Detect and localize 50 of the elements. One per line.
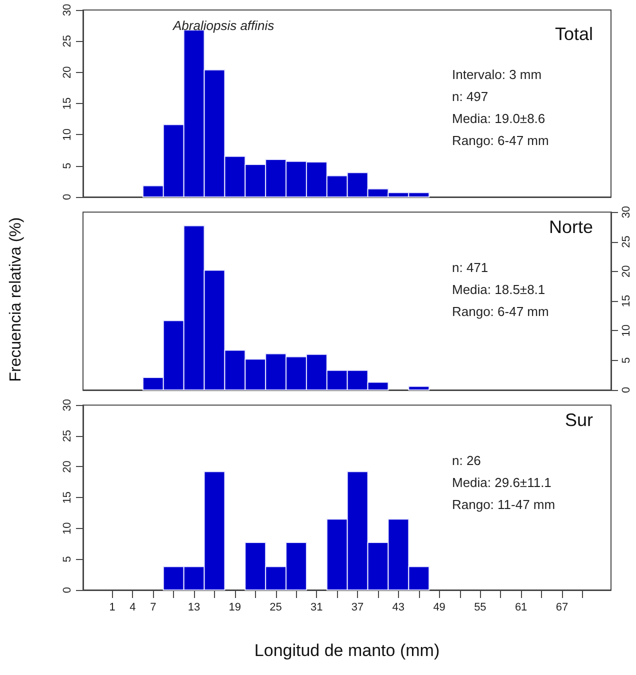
annotation: n: 497 bbox=[452, 89, 488, 104]
annotation: Rango: 6-47 mm bbox=[452, 304, 549, 319]
y-tick-label: 10 bbox=[62, 522, 74, 534]
x-tick-label: 55 bbox=[474, 602, 486, 614]
x-tick-label: 13 bbox=[188, 602, 200, 614]
y-tick-label: 5 bbox=[62, 556, 74, 562]
y2-tick-label: 10 bbox=[620, 324, 632, 337]
annotation: Rango: 11-47 mm bbox=[452, 497, 556, 512]
x-tick-label: 43 bbox=[392, 602, 405, 614]
y-axis-title: Frecuencia relativa (%) bbox=[8, 217, 24, 382]
annotation: n: 471 bbox=[452, 260, 488, 275]
y-tick-label: 20 bbox=[62, 66, 74, 78]
x-tick-label: 19 bbox=[228, 602, 242, 614]
x-tick-label: 37 bbox=[351, 602, 364, 614]
y-tick-label: 25 bbox=[62, 430, 74, 442]
y-tick-label: 0 bbox=[62, 586, 74, 594]
y2-tick-label: 25 bbox=[620, 236, 632, 248]
y-tick-label: 30 bbox=[62, 398, 74, 412]
y2-tick-label: 0 bbox=[620, 386, 632, 394]
annotation: n: 26 bbox=[452, 453, 481, 468]
y2-tick-label: 5 bbox=[620, 357, 632, 364]
y-tick-label: 30 bbox=[62, 4, 74, 16]
x-tick-label: 7 bbox=[150, 602, 156, 614]
y-tick-label: 10 bbox=[62, 128, 74, 141]
chart-title: Sur bbox=[564, 410, 594, 430]
y-tick-label: 15 bbox=[62, 491, 74, 504]
annotation: Media: 19.0±8.6 bbox=[452, 111, 546, 126]
annotation: Intervalo: 3 mm bbox=[452, 67, 542, 82]
x-axis-title: Longitud de manto (mm) bbox=[254, 641, 440, 660]
x-tick-label: 31 bbox=[310, 602, 323, 614]
y2-tick-label: 30 bbox=[620, 206, 632, 218]
y-tick-label: 0 bbox=[62, 194, 74, 200]
x-tick-label: 25 bbox=[270, 602, 282, 614]
y2-tick-label: 20 bbox=[620, 265, 632, 278]
y-tick-label: 15 bbox=[62, 97, 74, 110]
x-tick-label: 1 bbox=[109, 602, 116, 614]
x-tick-label: 67 bbox=[556, 602, 568, 614]
y2-tick-label: 15 bbox=[620, 294, 632, 308]
annotation: Rango: 6-47 mm bbox=[452, 133, 549, 148]
x-tick-label: 49 bbox=[433, 602, 446, 614]
annotation: Media: 18.5±8.1 bbox=[452, 282, 546, 297]
y-tick-label: 5 bbox=[62, 162, 74, 169]
text: Abraliopsis affinis bbox=[172, 18, 275, 33]
y-tick-label: 20 bbox=[62, 460, 74, 473]
chart-title: Norte bbox=[548, 217, 593, 237]
y-tick-label: 25 bbox=[62, 35, 74, 48]
x-tick-label: 61 bbox=[514, 602, 528, 614]
annotation: Media: 29.6±11.1 bbox=[452, 475, 552, 490]
text: Total bbox=[554, 24, 594, 44]
x-tick-label: 4 bbox=[130, 602, 136, 614]
